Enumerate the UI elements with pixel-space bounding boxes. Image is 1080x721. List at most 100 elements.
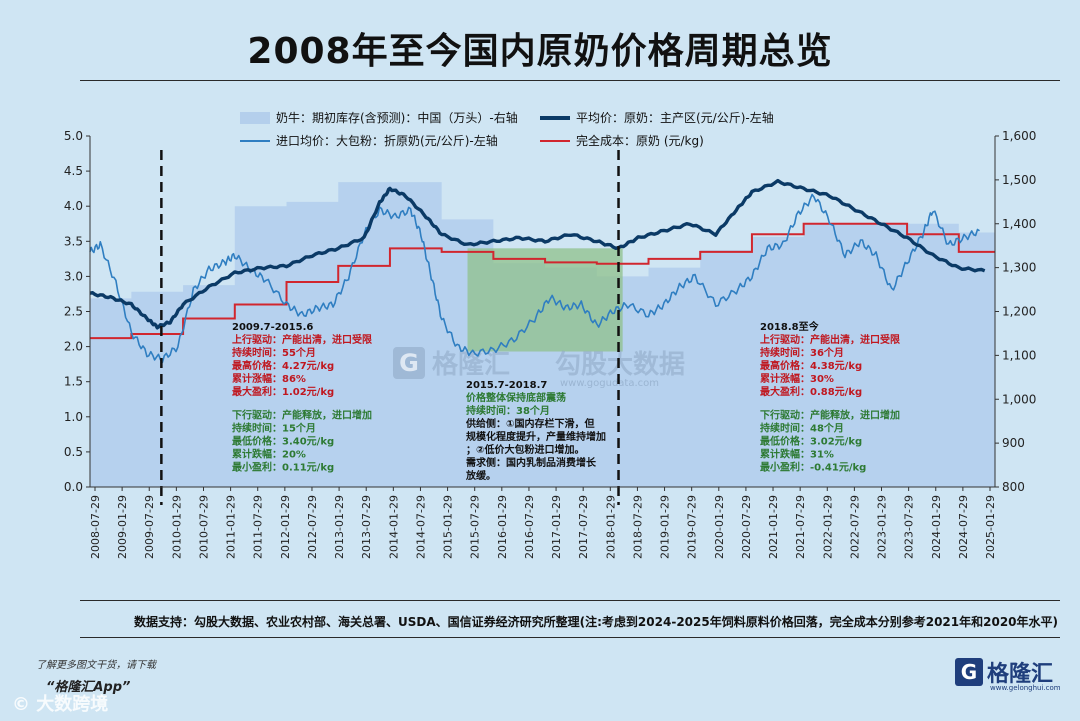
y-right-label: 1,500 [1002,173,1036,187]
annotation-cycle1-red-line: 累计涨幅：86% [232,372,306,385]
x-tick-label: 2017-07-29 [577,495,590,559]
x-tick-label: 2015-01-29 [442,495,455,559]
y-left-label: 3.0 [64,269,83,283]
watermark-url: www.gogudata.com [560,378,659,389]
watermark-logo-box [393,347,425,379]
x-tick-label: 2016-07-29 [523,495,536,559]
x-tick-label: 2009-01-29 [116,495,129,559]
x-tick-label: 2009-07-29 [143,495,156,559]
x-tick-label: 2013-07-29 [360,495,373,559]
x-tick-label: 2012-01-29 [279,495,292,559]
legend-label: 进口均价：大包粉：折原奶(元/公斤)-左轴 [276,133,498,148]
annotation-cycle3-green-line: 最小盈利：-0.41元/kg [760,460,866,473]
y-left-label: 1.0 [64,410,83,424]
annotation-cycle3-red-line: 上行驱动：产能出清，进口受限 [760,333,901,346]
annotation-cycle2-black-line: 放缓。 [465,469,496,482]
x-tick-label: 2015-07-29 [469,495,482,559]
x-tick-label: 2018-07-29 [631,495,644,559]
annotation-cycle1-red-line: 持续时间：55个月 [232,346,316,359]
title-divider [80,80,1060,81]
x-tick-label: 2019-07-29 [686,495,699,559]
annotation-cycle2-heading: 2015.7-2018.7 [466,380,547,391]
annotation-cycle2-black-line: ；②低价大包粉进口增加。 [466,443,584,456]
y-right-label: 1,000 [1002,392,1036,406]
annotation-cycle1-red-line: 最高价格：4.27元/kg [232,359,334,372]
y-left-label: 0.0 [64,480,83,494]
x-tick-label: 2008-07-29 [89,495,102,559]
annotation-cycle2-green-line: 价格整体保持底部震荡 [466,391,566,404]
x-tick-label: 2011-01-29 [225,495,238,559]
x-tick-label: 2020-01-29 [713,495,726,559]
annotation-cycle1-green-line: 最小盈利：0.11元/kg [232,460,334,473]
legend-swatch-area [240,112,270,124]
annotation-cycle3-red-line: 累计涨幅：30% [760,372,834,385]
x-tick-label: 2018-01-29 [604,495,617,559]
brand-logo-group: G 格隆汇 [955,656,1053,688]
import-price-line [89,193,980,364]
y-right-label: 800 [1002,480,1025,494]
x-tick-label: 2017-01-29 [550,495,563,559]
x-tick-label: 2010-01-29 [170,495,183,559]
footer-app-name[interactable]: “格隆汇App” [46,680,131,695]
x-tick-label: 2016-01-29 [496,495,509,559]
legend-label: 完全成本：原奶 (元/kg) [576,133,704,148]
brand-name: 格隆汇 [987,662,1054,687]
x-tick-label: 2019-01-29 [659,495,672,559]
annotation-cycle1-red-line: 上行驱动：产能出清，进口受限 [232,333,373,346]
y-left-label: 0.5 [64,445,83,459]
annotation-cycle1-green-line: 累计跌幅：20% [232,447,306,460]
bottom-divider [80,637,1060,638]
y-left-label: 1.5 [64,375,83,389]
watermark-mid: 勾股大数据 [555,350,685,380]
legend-label: 奶牛：期初库存(含预测)：中国（万头）-右轴 [276,110,518,125]
annotation-cycle2-black-line: 规模化程度提升，产量维持增加 [466,430,606,443]
annotation-cycle3-red-line: 持续时间：36个月 [760,346,844,359]
y-left-label: 5.0 [64,129,83,143]
footer-prompt: 了解更多图文干货，请下载 [36,660,156,671]
annotation-cycle1-green-line: 最低价格：3.40元/kg [232,434,334,447]
annotation-cycle3-green-line: 持续时间：48个月 [760,421,844,434]
x-tick-label: 2022-07-29 [848,495,861,559]
x-tick-label: 2012-07-29 [306,495,319,559]
source-note: 数据支持：勾股大数据、农业农村部、海关总署、USDA、国信证券经济研究所整理(注… [134,615,1058,629]
x-tick-label: 2014-01-29 [387,495,400,559]
cost-line [90,222,995,340]
x-tick-label: 2023-01-29 [876,495,889,559]
avg-price-line [89,178,986,330]
x-tick-label: 2021-07-29 [794,495,807,559]
y-right-label: 1,100 [1002,348,1036,362]
y-left-label: 2.5 [64,305,83,319]
annotation-cycle3-red-line: 最高价格：4.38元/kg [760,359,862,372]
annotation-cycle1-green-line: 持续时间：15个月 [232,421,316,434]
annotation-cycle1-red-line: 最大盈利：1.02元/kg [232,385,334,398]
annotation-cycle2-green-line: 持续时间：38个月 [466,404,550,417]
annotation-cycle3-green-line: 累计跌幅：31% [760,447,834,460]
x-tick-label: 2011-07-29 [252,495,265,559]
annotation-cycle2-black-line: 供给侧：①国内存栏下滑，但 [465,417,594,430]
x-tick-label: 2010-07-29 [197,495,210,559]
x-tick-label: 2014-07-29 [414,495,427,559]
annotation-cycle1-green-line: 下行驱动：产能释放，进口增加 [232,408,372,421]
y-right-label: 900 [1002,436,1025,450]
page-title: 2008年至今国内原奶价格周期总览 [247,31,833,72]
x-tick-label: 2022-01-29 [821,495,834,559]
annotation-cycle2-black-line: 需求侧：国内乳制品消费增长 [466,456,597,469]
annotation-cycle3-red-line: 最大盈利：0.88元/kg [760,385,862,398]
source-divider [80,600,1060,601]
watermark-brand: 格隆汇 [432,349,510,380]
legend-label: 平均价：原奶：主产区(元/公斤)-左轴 [576,110,774,125]
y-right-label: 1,300 [1002,261,1036,275]
y-left-label: 3.5 [64,234,83,248]
annotation-cycle3-heading: 2018.8至今 [760,320,820,333]
bottom-oscillation-highlight [467,248,623,352]
y-right-label: 1,200 [1002,305,1036,319]
annotation-cycle3-green-line: 下行驱动：产能释放，进口增加 [760,408,900,421]
x-tick-label: 2024-07-29 [957,495,970,559]
brand-url: www.gelonghui.com [990,684,1061,692]
y-left-label: 2.0 [64,340,83,354]
brand-logo-icon: G [955,658,983,686]
x-tick-label: 2020-07-29 [740,495,753,559]
x-tick-label: 2023-07-29 [903,495,916,559]
y-left-label: 4.5 [64,164,83,178]
